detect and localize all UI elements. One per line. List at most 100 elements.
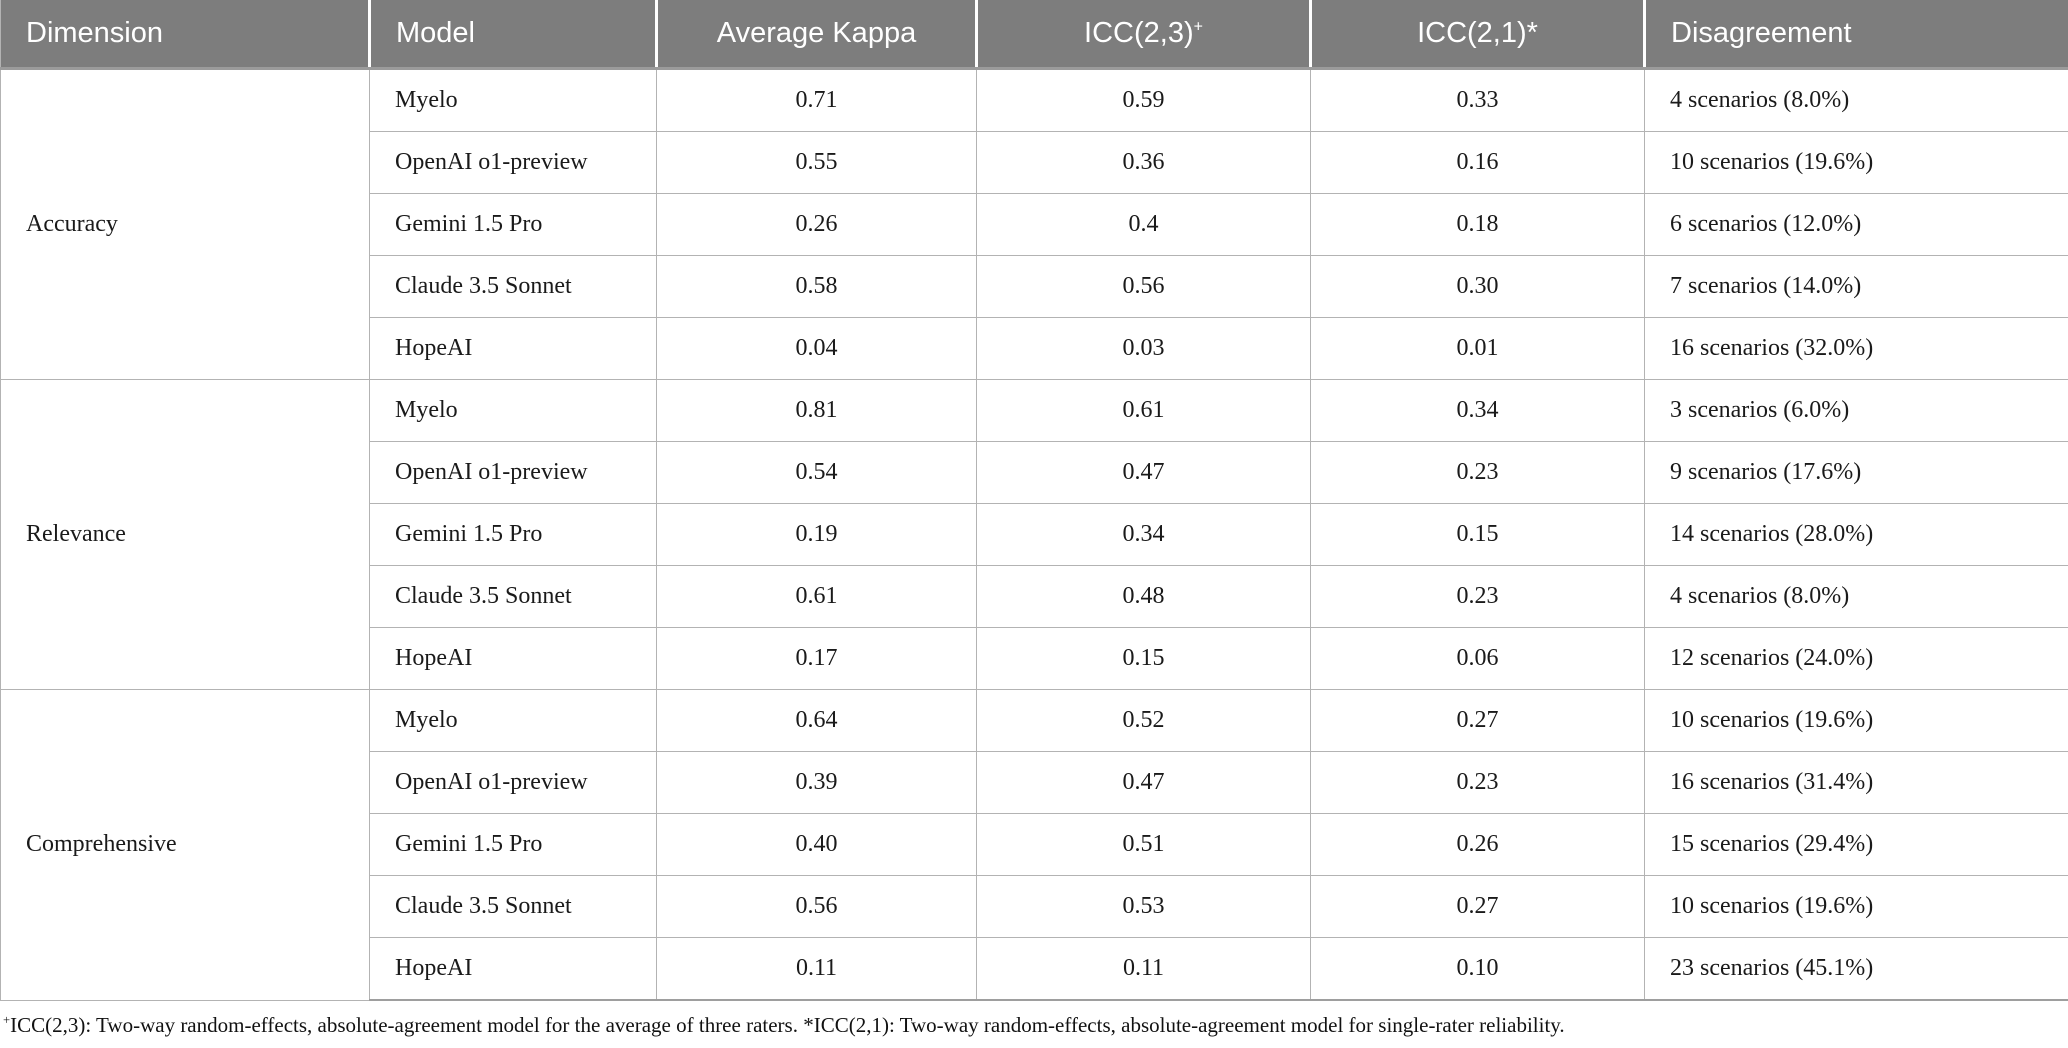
disagreement-cell: 4 scenarios (8.0%) bbox=[1644, 68, 2068, 132]
model-cell: Myelo bbox=[369, 689, 657, 752]
icc23-cell: 0.48 bbox=[976, 565, 1311, 628]
icc21-cell: 0.15 bbox=[1310, 503, 1645, 566]
disagreement-cell: 6 scenarios (12.0%) bbox=[1644, 193, 2068, 256]
icc21-cell: 0.23 bbox=[1310, 441, 1645, 504]
icc21-cell: 0.27 bbox=[1310, 875, 1645, 938]
kappa-cell: 0.61 bbox=[656, 565, 977, 628]
table-row: OpenAI o1-preview 0.55 0.36 0.16 10 scen… bbox=[1, 131, 2068, 194]
kappa-cell: 0.39 bbox=[656, 751, 977, 814]
table-row: HopeAI 0.04 0.03 0.01 16 scenarios (32.0… bbox=[1, 317, 2068, 380]
disagreement-cell: 10 scenarios (19.6%) bbox=[1644, 875, 2068, 938]
kappa-cell: 0.64 bbox=[656, 689, 977, 752]
icc23-cell: 0.53 bbox=[976, 875, 1311, 938]
dimension-cell-comprehensive: Comprehensive bbox=[0, 689, 370, 1001]
icc-reliability-table: Dimension Model Average Kappa ICC(2,3)+ … bbox=[0, 0, 2068, 1001]
model-cell: HopeAI bbox=[369, 937, 657, 1001]
table-row: Gemini 1.5 Pro 0.40 0.51 0.26 15 scenari… bbox=[1, 813, 2068, 876]
col-header-icc21: ICC(2,1)* bbox=[1309, 0, 1645, 70]
kappa-cell: 0.17 bbox=[656, 627, 977, 690]
icc23-cell: 0.03 bbox=[976, 317, 1311, 380]
model-cell: Myelo bbox=[369, 379, 657, 442]
col-header-dimension: Dimension bbox=[0, 0, 370, 70]
footnote-text: ICC(2,3): Two-way random-effects, absolu… bbox=[10, 1013, 1565, 1037]
disagreement-cell: 10 scenarios (19.6%) bbox=[1644, 689, 2068, 752]
disagreement-cell: 4 scenarios (8.0%) bbox=[1644, 565, 2068, 628]
table-row: Gemini 1.5 Pro 0.19 0.34 0.15 14 scenari… bbox=[1, 503, 2068, 566]
disagreement-cell: 9 scenarios (17.6%) bbox=[1644, 441, 2068, 504]
kappa-cell: 0.55 bbox=[656, 131, 977, 194]
icc21-cell: 0.10 bbox=[1310, 937, 1645, 1001]
disagreement-cell: 16 scenarios (31.4%) bbox=[1644, 751, 2068, 814]
icc21-cell: 0.30 bbox=[1310, 255, 1645, 318]
dimension-cell-relevance: Relevance bbox=[0, 379, 370, 690]
disagreement-cell: 15 scenarios (29.4%) bbox=[1644, 813, 2068, 876]
model-cell: OpenAI o1-preview bbox=[369, 751, 657, 814]
model-cell: Claude 3.5 Sonnet bbox=[369, 875, 657, 938]
table-row: OpenAI o1-preview 0.54 0.47 0.23 9 scena… bbox=[1, 441, 2068, 504]
model-cell: HopeAI bbox=[369, 317, 657, 380]
header-row: Dimension Model Average Kappa ICC(2,3)+ … bbox=[0, 0, 2068, 70]
table-body: Accuracy Myelo 0.71 0.59 0.33 4 scenario… bbox=[0, 68, 2068, 1001]
icc21-cell: 0.27 bbox=[1310, 689, 1645, 752]
kappa-cell: 0.40 bbox=[656, 813, 977, 876]
icc23-cell: 0.47 bbox=[976, 441, 1311, 504]
disagreement-cell: 3 scenarios (6.0%) bbox=[1644, 379, 2068, 442]
col-header-icc23: ICC(2,3)+ bbox=[975, 0, 1311, 70]
icc21-cell: 0.01 bbox=[1310, 317, 1645, 380]
icc23-label: ICC(2,3) bbox=[1084, 17, 1194, 49]
kappa-cell: 0.54 bbox=[656, 441, 977, 504]
icc23-cell: 0.52 bbox=[976, 689, 1311, 752]
kappa-cell: 0.81 bbox=[656, 379, 977, 442]
icc21-cell: 0.34 bbox=[1310, 379, 1645, 442]
icc23-cell: 0.34 bbox=[976, 503, 1311, 566]
icc23-superscript: + bbox=[1193, 18, 1203, 36]
disagreement-cell: 16 scenarios (32.0%) bbox=[1644, 317, 2068, 380]
model-cell: Myelo bbox=[369, 68, 657, 132]
kappa-cell: 0.71 bbox=[656, 68, 977, 132]
table-row: Relevance Myelo 0.81 0.61 0.34 3 scenari… bbox=[0, 379, 2068, 690]
model-cell: Gemini 1.5 Pro bbox=[369, 193, 657, 256]
kappa-cell: 0.19 bbox=[656, 503, 977, 566]
dimension-cell-accuracy: Accuracy bbox=[0, 68, 370, 380]
icc23-cell: 0.36 bbox=[976, 131, 1311, 194]
table-header: Dimension Model Average Kappa ICC(2,3)+ … bbox=[0, 0, 2068, 70]
disagreement-cell: 14 scenarios (28.0%) bbox=[1644, 503, 2068, 566]
model-cell: Gemini 1.5 Pro bbox=[369, 813, 657, 876]
icc21-cell: 0.23 bbox=[1310, 565, 1645, 628]
table-row: Claude 3.5 Sonnet 0.61 0.48 0.23 4 scena… bbox=[1, 565, 2068, 628]
kappa-cell: 0.04 bbox=[656, 317, 977, 380]
table-row: OpenAI o1-preview 0.39 0.47 0.23 16 scen… bbox=[1, 751, 2068, 814]
col-header-model: Model bbox=[368, 0, 657, 70]
icc21-cell: 0.23 bbox=[1310, 751, 1645, 814]
icc21-cell: 0.33 bbox=[1310, 68, 1645, 132]
icc23-cell: 0.11 bbox=[976, 937, 1311, 1001]
model-cell: OpenAI o1-preview bbox=[369, 131, 657, 194]
icc23-cell: 0.59 bbox=[976, 68, 1311, 132]
icc23-cell: 0.51 bbox=[976, 813, 1311, 876]
kappa-cell: 0.26 bbox=[656, 193, 977, 256]
model-cell: OpenAI o1-preview bbox=[369, 441, 657, 504]
table-row: Gemini 1.5 Pro 0.26 0.4 0.18 6 scenarios… bbox=[1, 193, 2068, 256]
col-header-disagreement: Disagreement bbox=[1643, 0, 2068, 70]
model-cell: Claude 3.5 Sonnet bbox=[369, 565, 657, 628]
icc21-cell: 0.18 bbox=[1310, 193, 1645, 256]
table-row: Accuracy Myelo 0.71 0.59 0.33 4 scenario… bbox=[0, 68, 2068, 380]
kappa-cell: 0.56 bbox=[656, 875, 977, 938]
disagreement-cell: 10 scenarios (19.6%) bbox=[1644, 131, 2068, 194]
model-cell: Gemini 1.5 Pro bbox=[369, 503, 657, 566]
icc21-cell: 0.26 bbox=[1310, 813, 1645, 876]
model-cell: Claude 3.5 Sonnet bbox=[369, 255, 657, 318]
icc23-cell: 0.4 bbox=[976, 193, 1311, 256]
icc23-cell: 0.15 bbox=[976, 627, 1311, 690]
icc23-cell: 0.47 bbox=[976, 751, 1311, 814]
kappa-cell: 0.11 bbox=[656, 937, 977, 1001]
table-row: Claude 3.5 Sonnet 0.56 0.53 0.27 10 scen… bbox=[1, 875, 2068, 938]
col-header-average-kappa: Average Kappa bbox=[655, 0, 977, 70]
table-row: HopeAI 0.11 0.11 0.10 23 scenarios (45.1… bbox=[1, 937, 2068, 1001]
icc23-cell: 0.61 bbox=[976, 379, 1311, 442]
table-row: Comprehensive Myelo 0.64 0.52 0.27 10 sc… bbox=[0, 689, 2068, 1001]
kappa-cell: 0.58 bbox=[656, 255, 977, 318]
disagreement-cell: 12 scenarios (24.0%) bbox=[1644, 627, 2068, 690]
icc21-cell: 0.06 bbox=[1310, 627, 1645, 690]
